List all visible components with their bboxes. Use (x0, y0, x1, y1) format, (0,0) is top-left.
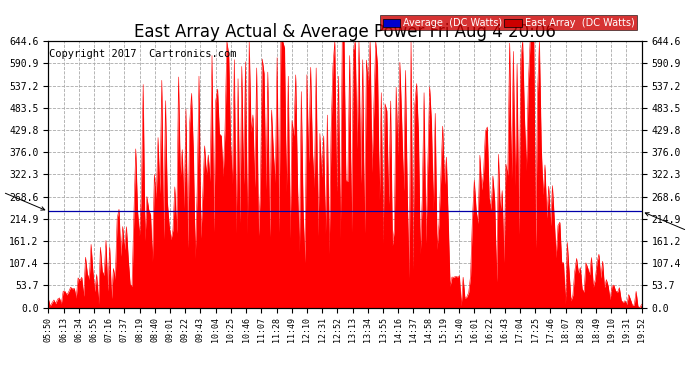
Text: +232.670: +232.670 (0, 167, 45, 211)
Text: +282.670: +282.670 (645, 211, 690, 256)
Text: Copyright 2017  Cartronics.com: Copyright 2017 Cartronics.com (50, 49, 237, 59)
Legend: Average  (DC Watts), East Array  (DC Watts): Average (DC Watts), East Array (DC Watts… (380, 15, 637, 30)
Title: East Array Actual & Average Power Fri Aug 4 20:06: East Array Actual & Average Power Fri Au… (134, 23, 556, 41)
